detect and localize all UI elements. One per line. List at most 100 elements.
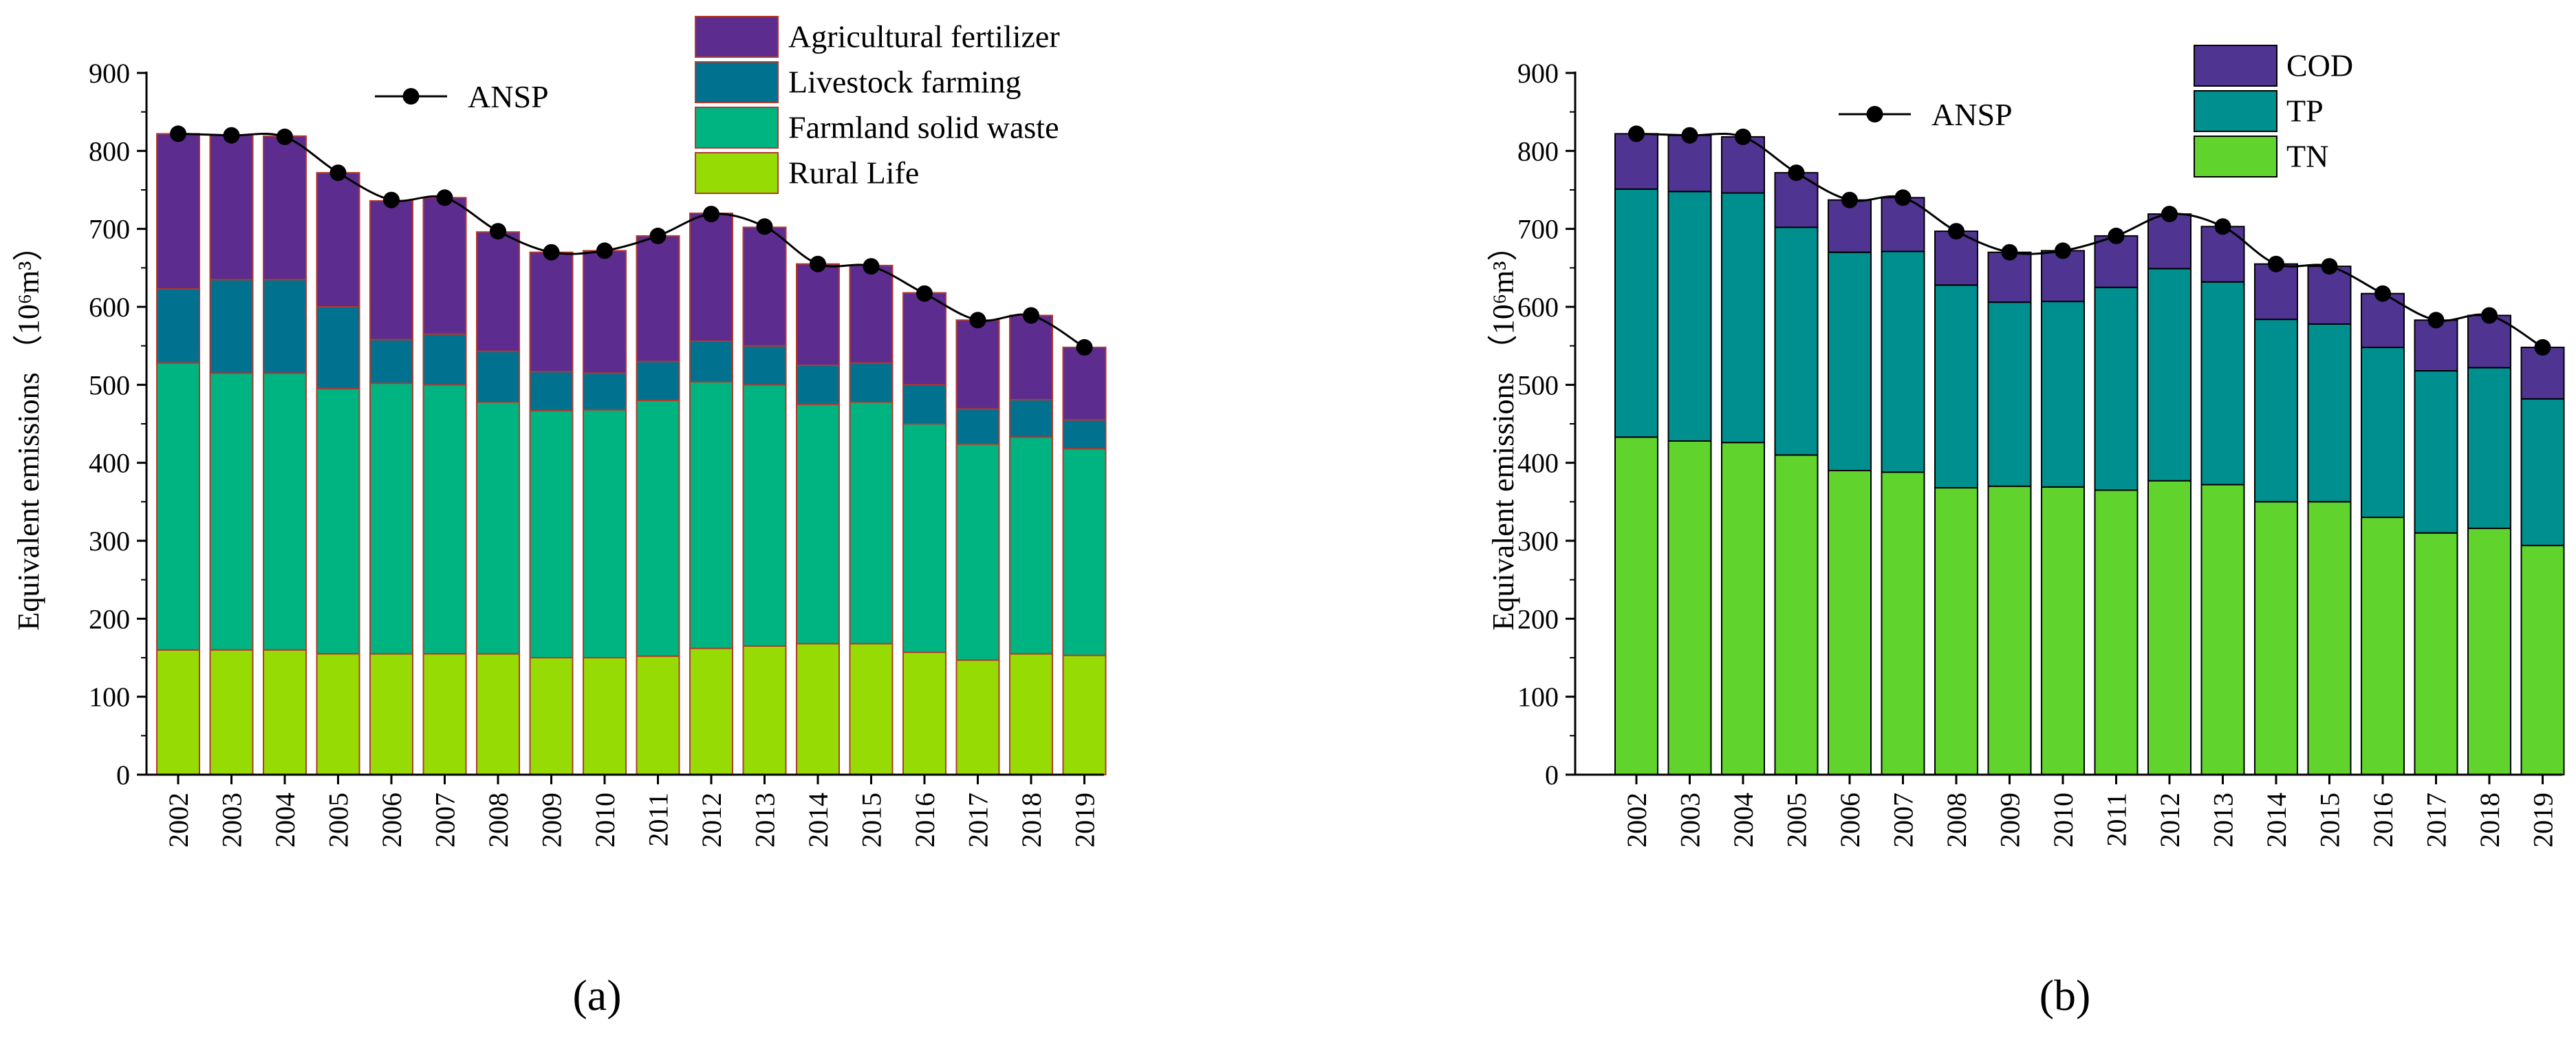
- ansp-line-a: [170, 125, 1093, 356]
- ansp-point-2018: [2481, 307, 2498, 324]
- ansp-point-2002: [1628, 125, 1645, 142]
- x-tick-label: 2006: [1834, 793, 1865, 848]
- bar-livestock-farming-2005: [316, 306, 360, 389]
- legend-swatch-agricultural-fertilizer: [695, 16, 779, 58]
- legend-swatch-tp: [2194, 90, 2277, 132]
- bar-farmland-solid-waste-2007: [422, 384, 467, 655]
- x-tick-label: 2009: [537, 793, 567, 848]
- bar-farmland-solid-waste-2004: [263, 372, 307, 651]
- x-tick-label: 2019: [1070, 793, 1101, 848]
- x-tick-label: 2008: [1941, 793, 1972, 848]
- x-tick-label: 2019: [2528, 793, 2559, 848]
- bar-farmland-solid-waste-2016: [902, 423, 946, 654]
- bar-cod-2019: [2520, 346, 2565, 400]
- legend-label-tp: TP: [2286, 94, 2324, 129]
- x-tick-label: 2002: [163, 793, 194, 848]
- bar-tn-2015: [2307, 501, 2352, 775]
- bar-tp-2008: [1934, 284, 1978, 488]
- x-tick-label: 2012: [696, 793, 727, 848]
- bar-tn-2013: [2200, 484, 2245, 776]
- ansp-point-2014: [810, 255, 826, 272]
- bar-tn-2009: [1987, 485, 2032, 775]
- ansp-point-2014: [2268, 255, 2284, 272]
- bar-tn-2005: [1774, 454, 1819, 775]
- ansp-point-2015: [2321, 258, 2338, 275]
- ansp-point-2004: [277, 128, 293, 145]
- x-tick-label: 2016: [2368, 793, 2399, 848]
- bar-rural-life-2019: [1062, 654, 1107, 775]
- bar-rural-life-2002: [156, 649, 200, 776]
- legend-swatch-rural-life: [695, 152, 779, 194]
- ansp-point-2016: [916, 285, 933, 302]
- x-tick-label: 2005: [1782, 793, 1812, 848]
- bar-tp-2018: [2467, 367, 2511, 529]
- bar-tp-2015: [2307, 323, 2352, 503]
- bar-agricultural-fertilizer-2016: [902, 292, 946, 386]
- chart-panel-a: 0 100 200 300 400 500 600 700 800 900 2002 2003 2004…: [12, 16, 1107, 1020]
- bar-tp-2002: [1614, 188, 1658, 438]
- x-tick-label: 2018: [1016, 793, 1047, 848]
- bar-cod-2003: [1667, 134, 1712, 193]
- bar-agricultural-fertilizer-2010: [583, 250, 627, 374]
- bar-cod-2004: [1721, 136, 1765, 194]
- bar-livestock-farming-2007: [422, 333, 467, 386]
- x-tick-label: 2013: [750, 793, 781, 848]
- ansp-point-2017: [969, 312, 986, 329]
- ansp-point-2018: [1023, 307, 1039, 324]
- bar-agricultural-fertilizer-2002: [156, 133, 200, 290]
- bar-rural-life-2010: [583, 657, 627, 775]
- y-tick-label: 900: [1517, 58, 1559, 89]
- bar-farmland-solid-waste-2018: [1009, 436, 1053, 655]
- bar-livestock-farming-2019: [1062, 419, 1107, 450]
- bar-agricultural-fertilizer-2019: [1062, 346, 1107, 421]
- y-tick-label: 200: [89, 603, 130, 634]
- bar-farmland-solid-waste-2014: [796, 403, 840, 645]
- x-tick-label: 2007: [430, 793, 461, 848]
- ansp-point-2012: [703, 206, 719, 223]
- legend-label-cod: COD: [2286, 48, 2353, 83]
- ansp-point-2008: [490, 223, 506, 240]
- ansp-point-2009: [2001, 244, 2018, 261]
- chart-panel-b: 0 100 200 300 400 500 600 700 800 900 2002 2003 2004…: [1486, 45, 2565, 1020]
- y-tick-label: 900: [89, 58, 130, 89]
- ansp-point-2012: [2161, 206, 2178, 223]
- bar-rural-life-2013: [742, 645, 787, 775]
- bar-rural-life-2016: [902, 652, 946, 775]
- legend-ansp-marker: [402, 88, 420, 105]
- bar-farmland-solid-waste-2011: [636, 400, 680, 657]
- ansp-point-2009: [543, 244, 560, 261]
- bar-livestock-farming-2012: [689, 340, 733, 383]
- y-tick-label: 800: [1517, 136, 1559, 166]
- bar-cod-2002: [1614, 133, 1658, 190]
- x-tick-label: 2012: [2154, 793, 2185, 848]
- ansp-point-2019: [1076, 338, 1093, 356]
- bar-rural-life-2018: [1009, 653, 1053, 775]
- bar-rural-life-2003: [209, 649, 254, 776]
- bar-livestock-farming-2008: [476, 350, 520, 403]
- ansp-point-2013: [756, 218, 773, 235]
- y-tick-label: 800: [89, 136, 130, 166]
- bar-agricultural-fertilizer-2018: [1009, 314, 1053, 400]
- bar-agricultural-fertilizer-2003: [209, 134, 254, 281]
- y-tick-label: 100: [89, 682, 130, 713]
- bars-a: [156, 133, 1107, 776]
- ansp-point-2003: [223, 127, 240, 144]
- bar-tp-2019: [2520, 398, 2565, 546]
- x-tick-label: 2004: [270, 793, 301, 848]
- x-tick-label: 2007: [1888, 793, 1919, 848]
- bar-rural-life-2006: [369, 653, 413, 775]
- x-tick-label: 2014: [2261, 793, 2292, 848]
- bar-farmland-solid-waste-2003: [209, 372, 254, 651]
- bar-livestock-farming-2002: [156, 288, 200, 364]
- bar-livestock-farming-2014: [796, 365, 840, 405]
- y-tick-label: 100: [1517, 682, 1559, 713]
- bar-livestock-farming-2004: [263, 279, 307, 374]
- legend-label-farmland-solid-waste: Farmland solid waste: [788, 110, 1059, 145]
- y-tick-label: 0: [116, 760, 130, 791]
- legend-swatch-cod: [2194, 45, 2277, 87]
- bar-farmland-solid-waste-2006: [369, 383, 413, 655]
- y-axis-title: Equivalent emissions （10⁶m³）: [1486, 231, 1520, 631]
- x-tick-label: 2017: [2421, 793, 2452, 848]
- legend-ansp-label: ANSP: [468, 79, 549, 114]
- bar-rural-life-2005: [316, 653, 360, 775]
